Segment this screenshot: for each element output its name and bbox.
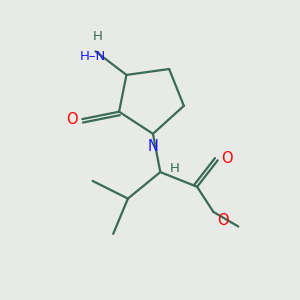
Text: H–N: H–N: [80, 50, 106, 63]
Text: O: O: [221, 151, 233, 166]
Text: N: N: [148, 139, 158, 154]
Text: H: H: [170, 162, 180, 175]
Text: H: H: [93, 30, 103, 43]
Text: O: O: [66, 112, 78, 127]
Text: O: O: [217, 213, 229, 228]
